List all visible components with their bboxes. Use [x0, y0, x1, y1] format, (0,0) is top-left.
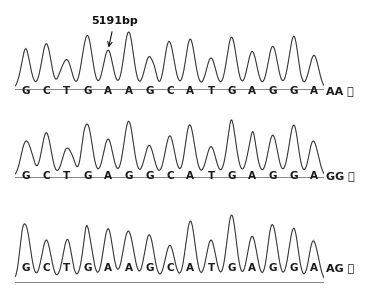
Text: G: G	[269, 263, 277, 273]
Text: C: C	[42, 263, 50, 273]
Text: A: A	[104, 171, 112, 180]
Text: 5191bp: 5191bp	[91, 16, 138, 46]
Text: G: G	[269, 171, 277, 180]
Text: A: A	[125, 263, 133, 273]
Text: G: G	[289, 171, 298, 180]
Text: G: G	[227, 263, 236, 273]
Text: AG 型: AG 型	[326, 263, 355, 273]
Text: T: T	[207, 86, 215, 96]
Text: A: A	[186, 263, 195, 273]
Text: AA 型: AA 型	[326, 86, 354, 96]
Text: G: G	[22, 171, 30, 180]
Text: G: G	[83, 86, 92, 96]
Text: A: A	[248, 263, 256, 273]
Text: A: A	[248, 86, 256, 96]
Text: C: C	[166, 86, 174, 96]
Text: A: A	[310, 263, 318, 273]
Text: A: A	[186, 171, 195, 180]
Text: T: T	[207, 263, 215, 273]
Text: A: A	[248, 171, 256, 180]
Text: G: G	[22, 263, 30, 273]
Text: A: A	[186, 86, 195, 96]
Text: A: A	[104, 263, 112, 273]
Text: G: G	[289, 263, 298, 273]
Text: G: G	[124, 171, 133, 180]
Text: G: G	[145, 263, 154, 273]
Text: G: G	[145, 86, 154, 96]
Text: G: G	[145, 171, 154, 180]
Text: GG 型: GG 型	[326, 171, 355, 180]
Text: G: G	[227, 86, 236, 96]
Text: C: C	[166, 171, 174, 180]
Text: A: A	[104, 86, 112, 96]
Text: T: T	[63, 86, 71, 96]
Text: G: G	[227, 171, 236, 180]
Text: C: C	[166, 263, 174, 273]
Text: C: C	[42, 86, 50, 96]
Text: T: T	[207, 171, 215, 180]
Text: T: T	[63, 263, 71, 273]
Text: A: A	[125, 86, 133, 96]
Text: A: A	[310, 171, 318, 180]
Text: T: T	[63, 171, 71, 180]
Text: G: G	[83, 171, 92, 180]
Text: G: G	[269, 86, 277, 96]
Text: G: G	[83, 263, 92, 273]
Text: G: G	[289, 86, 298, 96]
Text: C: C	[42, 171, 50, 180]
Text: A: A	[310, 86, 318, 96]
Text: G: G	[22, 86, 30, 96]
